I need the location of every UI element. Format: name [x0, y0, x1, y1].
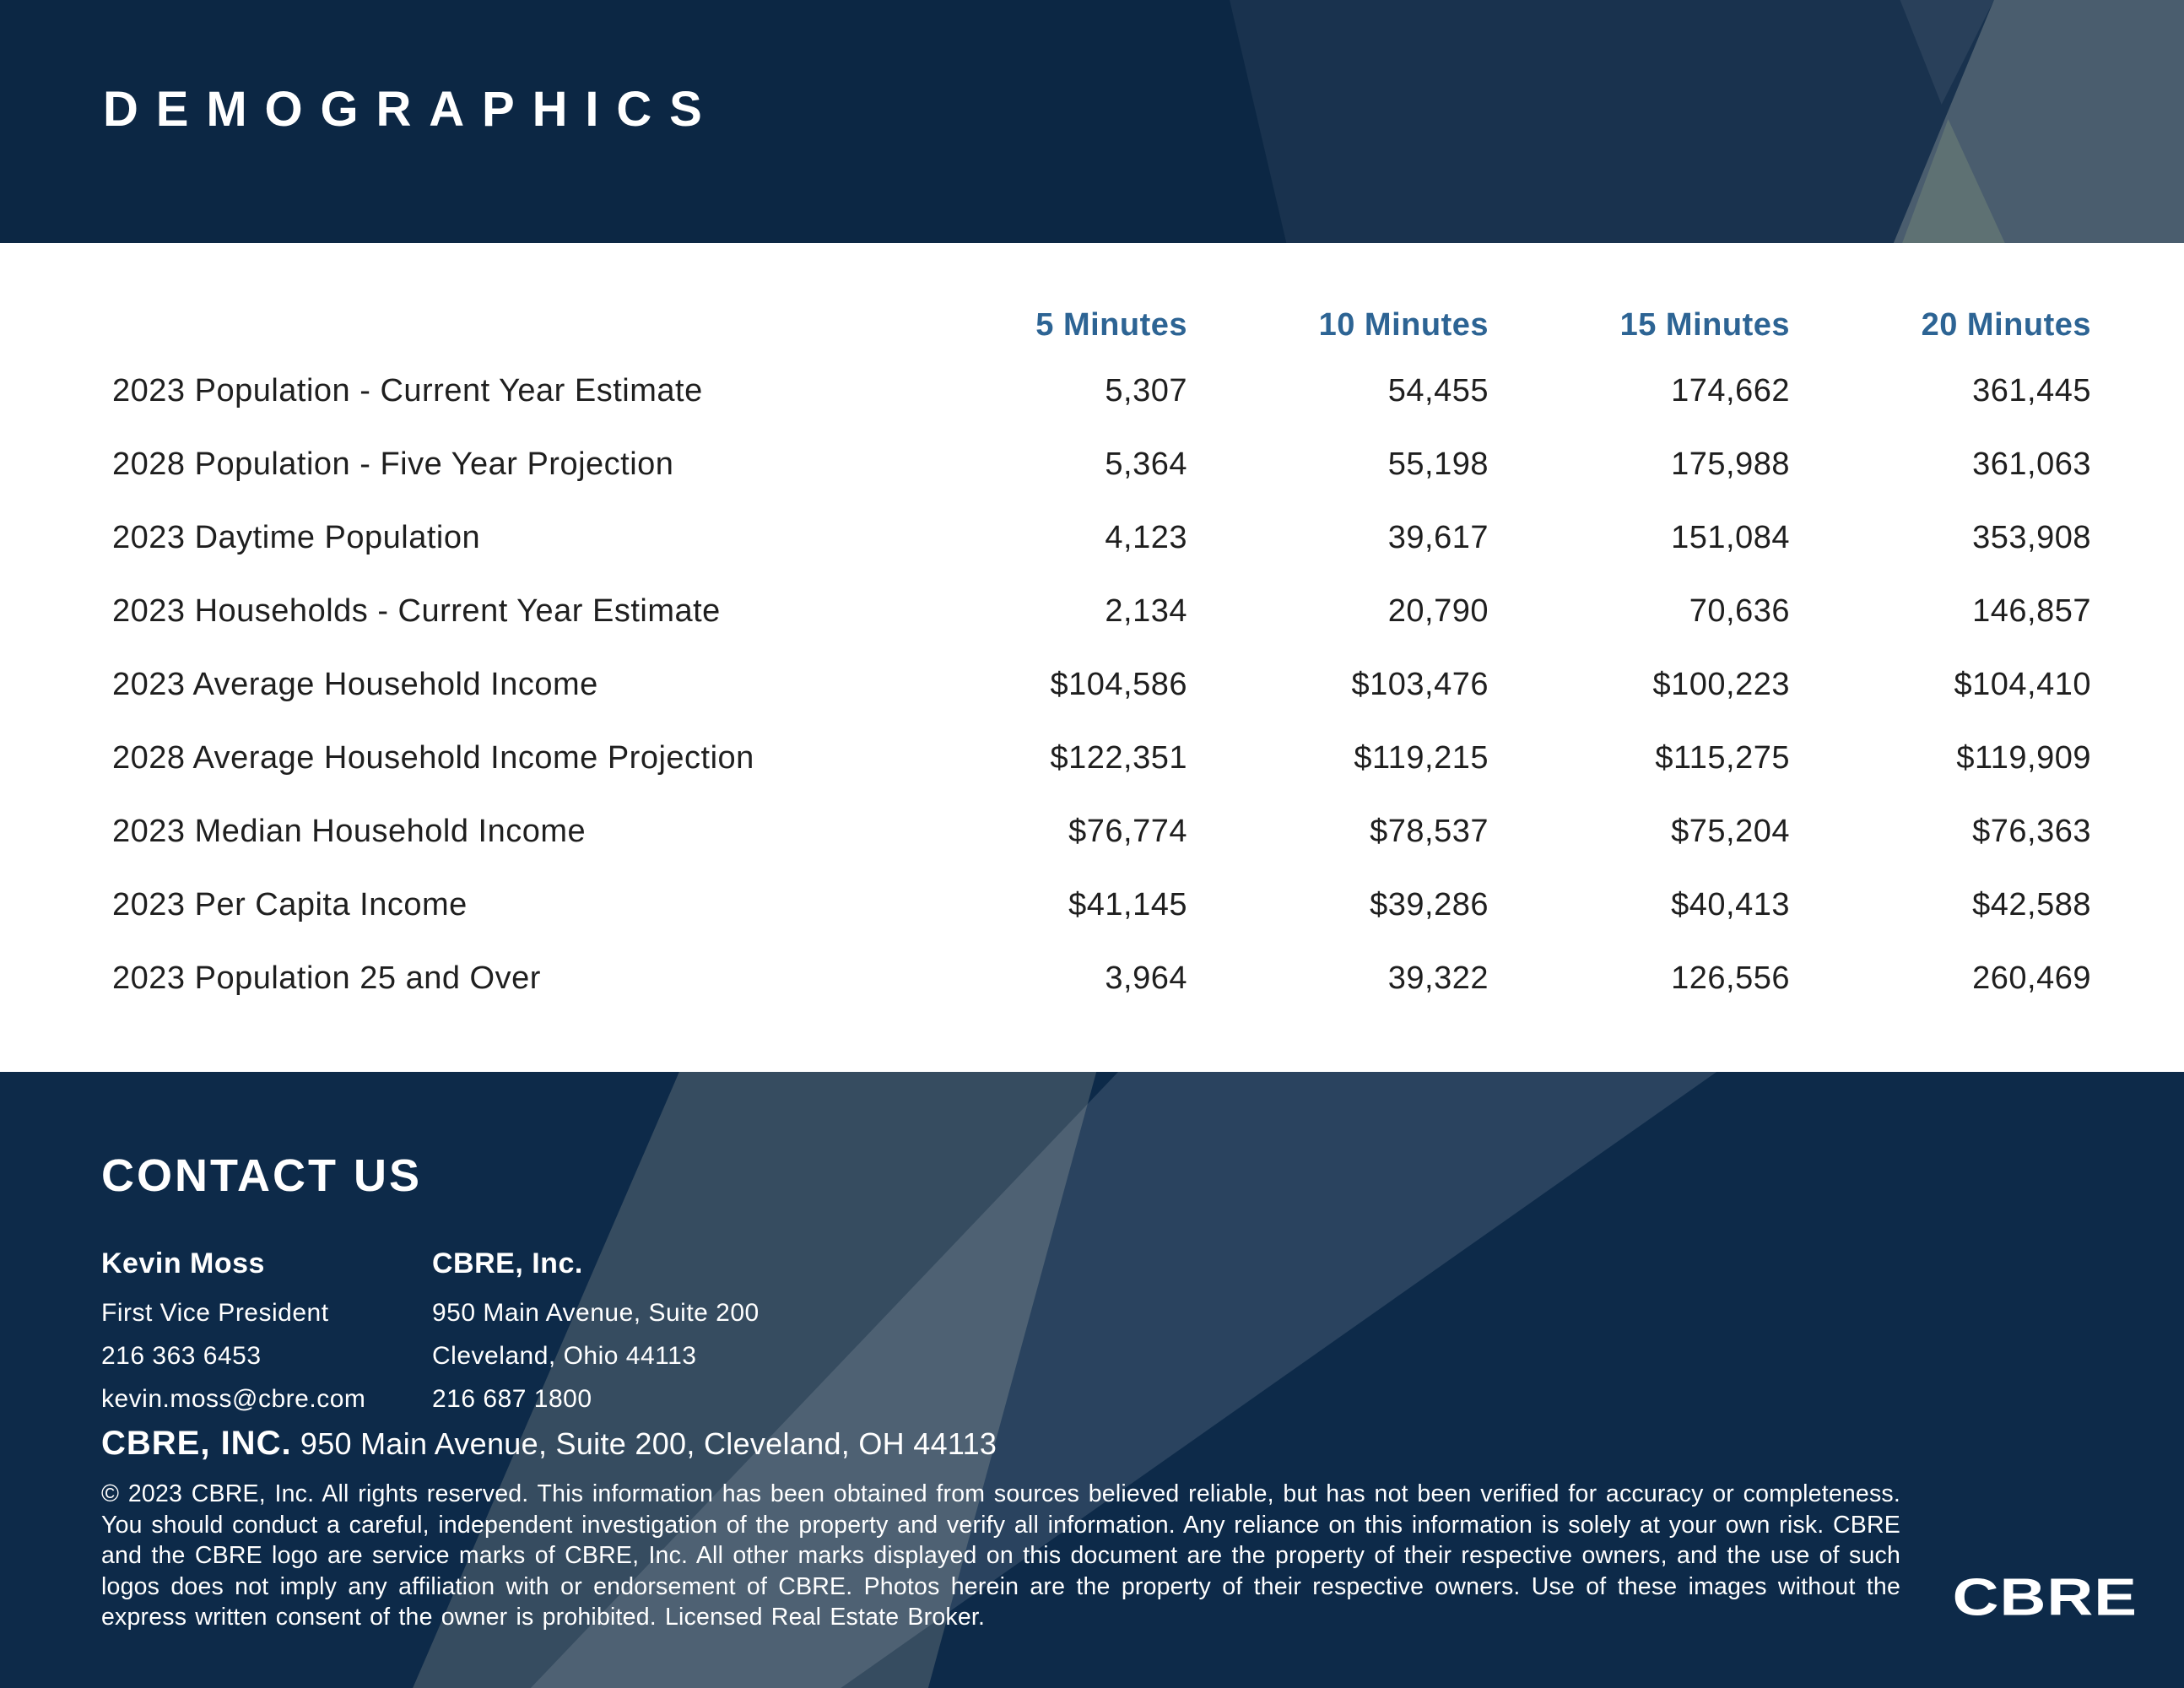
row-value: $119,215	[1354, 740, 1489, 776]
table-body: 2023 Population - Current Year Estimate 5…	[112, 354, 2091, 1015]
row-label: 2023 Households - Current Year Estimate	[112, 593, 721, 629]
header-angle-light-navy	[1230, 0, 1994, 243]
row-value: 260,469	[1972, 960, 2091, 996]
row-value: $76,363	[1972, 814, 2091, 849]
table-row: 2023 Households - Current Year Estimate 2…	[112, 575, 2091, 648]
contact-title: First Vice President	[101, 1299, 329, 1327]
office-block: CBRE, Inc. 950 Main Avenue, Suite 200 Cl…	[432, 1247, 760, 1428]
office-address1: 950 Main Avenue, Suite 200	[432, 1299, 760, 1327]
row-value: $78,537	[1370, 814, 1489, 849]
row-value: 54,455	[1387, 373, 1489, 408]
row-value: 126,556	[1671, 960, 1790, 996]
table-header-row: 5 Minutes 10 Minutes 15 Minutes 20 Minutes	[112, 295, 2091, 354]
contact-us-heading: CONTACT US	[101, 1150, 422, 1201]
row-value: 353,908	[1972, 520, 2091, 555]
row-value: 5,364	[1105, 446, 1187, 482]
footer-band: CONTACT US Kevin Moss First Vice Preside…	[0, 1072, 2184, 1688]
office-address2: Cleveland, Ohio 44113	[432, 1342, 697, 1370]
company-address: 950 Main Avenue, Suite 200, Cleveland, O…	[291, 1426, 997, 1461]
row-value: 361,445	[1972, 373, 2091, 408]
row-value: 2,134	[1105, 593, 1187, 629]
row-value: $76,774	[1068, 814, 1187, 849]
row-value: $104,586	[1050, 667, 1187, 702]
row-label: 2023 Average Household Income	[112, 667, 598, 702]
row-value: $39,286	[1370, 887, 1489, 922]
row-value: 3,964	[1105, 960, 1187, 996]
row-value: 175,988	[1671, 446, 1790, 482]
contact-phone: 216 363 6453	[101, 1342, 262, 1370]
row-label: 2023 Median Household Income	[112, 814, 587, 849]
row-value: $103,476	[1351, 667, 1489, 702]
cbre-logo: CBRE	[1952, 1567, 2138, 1627]
company-name: CBRE, INC.	[101, 1425, 292, 1462]
office-phone: 216 687 1800	[432, 1385, 592, 1413]
row-value: 4,123	[1105, 520, 1187, 555]
row-value: $42,588	[1972, 887, 2091, 922]
contact-name: Kevin Moss	[101, 1247, 265, 1280]
column-header: 5 Minutes	[1035, 306, 1187, 343]
row-label: 2023 Population 25 and Over	[112, 960, 541, 996]
table-row: 2028 Average Household Income Projection…	[112, 722, 2091, 795]
row-value: 70,636	[1689, 593, 1790, 629]
table-row: 2023 Daytime Population 4,123 39,617 151,08…	[112, 501, 2091, 575]
row-label: 2023 Per Capita Income	[112, 887, 468, 922]
table-row: 2023 Per Capita Income $41,145 $39,286 $40,…	[112, 868, 2091, 942]
row-value: $122,351	[1050, 740, 1187, 776]
column-header: 10 Minutes	[1318, 306, 1489, 343]
row-value: $115,275	[1655, 740, 1790, 776]
row-value: $104,410	[1954, 667, 2091, 702]
row-label: 2028 Average Household Income Projection	[112, 740, 754, 776]
table-row: 2023 Average Household Income $104,586 $10…	[112, 648, 2091, 722]
column-header: 15 Minutes	[1619, 306, 1790, 343]
row-value: $100,223	[1652, 667, 1790, 702]
table-row: 2023 Population 25 and Over 3,964 39,322 12…	[112, 942, 2091, 1015]
row-value: 55,198	[1387, 446, 1489, 482]
row-label: 2023 Daytime Population	[112, 520, 481, 555]
contact-person-block: Kevin Moss First Vice President 216 363 …	[101, 1247, 365, 1428]
row-value: 5,307	[1105, 373, 1187, 408]
row-value: 174,662	[1671, 373, 1790, 408]
table-row: 2028 Population - Five Year Projection 5,…	[112, 428, 2091, 501]
row-value: 361,063	[1972, 446, 2091, 482]
row-label: 2028 Population - Five Year Projection	[112, 446, 674, 482]
row-value: $40,413	[1671, 887, 1790, 922]
column-header: 20 Minutes	[1921, 306, 2091, 343]
office-name: CBRE, Inc.	[432, 1247, 583, 1280]
row-value: $75,204	[1671, 814, 1790, 849]
row-value: $119,909	[1956, 740, 2091, 776]
legal-disclaimer: © 2023 CBRE, Inc. All rights reserved. T…	[101, 1480, 1900, 1631]
row-value: 146,857	[1972, 593, 2091, 629]
row-value: $41,145	[1068, 887, 1187, 922]
demographics-table: 5 Minutes 10 Minutes 15 Minutes 20 Minutes …	[0, 243, 2184, 1015]
header-band: DEMOGRAPHICS	[0, 0, 2184, 243]
footer-content: CONTACT US Kevin Moss First Vice Preside…	[0, 1072, 2184, 1688]
table-row: 2023 Population - Current Year Estimate 5…	[112, 354, 2091, 428]
row-value: 39,617	[1387, 520, 1489, 555]
row-value: 151,084	[1671, 520, 1790, 555]
row-label: 2023 Population - Current Year Estimate	[112, 373, 703, 408]
table-section: 5 Minutes 10 Minutes 15 Minutes 20 Minutes …	[0, 243, 2184, 1072]
page-title: DEMOGRAPHICS	[103, 82, 720, 137]
row-value: 20,790	[1387, 593, 1489, 629]
table-row: 2023 Median Household Income $76,774 $78,5…	[112, 795, 2091, 868]
company-address-line: CBRE, INC. 950 Main Avenue, Suite 200, C…	[101, 1425, 997, 1463]
row-value: 39,322	[1387, 960, 1489, 996]
contact-email: kevin.moss@cbre.com	[101, 1385, 366, 1413]
